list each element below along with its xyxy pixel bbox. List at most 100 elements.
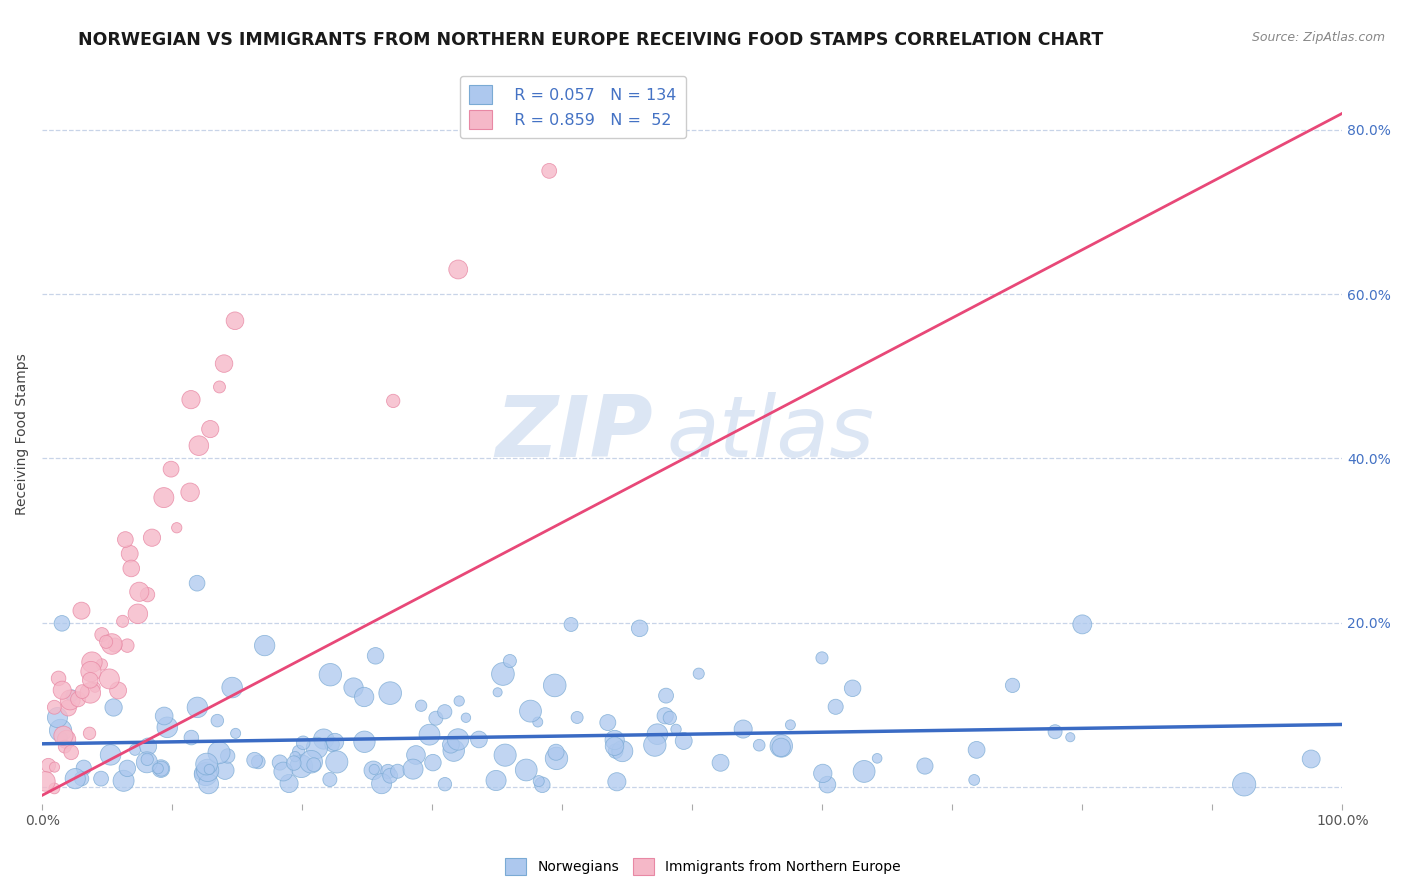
Point (770, 740, 793, 755)
Point (127, 607, 149, 621)
Point (195, 757, 218, 772)
Point (1001, 678, 1024, 692)
Point (117, 639, 139, 653)
Point (323, 735, 346, 749)
Point (51, 616, 73, 631)
Point (153, 709, 176, 723)
Point (319, 772, 342, 787)
Point (52, 729, 75, 743)
Point (278, 776, 301, 790)
Point (644, 738, 666, 752)
Point (312, 732, 335, 747)
Point (440, 738, 463, 752)
Point (271, 764, 294, 779)
Point (135, 756, 157, 770)
Point (658, 711, 681, 725)
Point (70, 604, 93, 618)
Point (353, 735, 375, 749)
Point (58, 701, 80, 715)
Point (665, 723, 688, 737)
Point (51, 683, 73, 698)
Point (628, 621, 651, 635)
Point (73, 761, 96, 775)
Point (531, 778, 554, 792)
Point (198, 763, 221, 777)
Point (447, 732, 470, 747)
Text: NORWEGIAN VS IMMIGRANTS FROM NORTHERN EUROPE RECEIVING FOOD STAMPS CORRELATION C: NORWEGIAN VS IMMIGRANTS FROM NORTHERN EU… (77, 31, 1104, 49)
Point (153, 491, 176, 505)
Point (603, 733, 626, 747)
Point (284, 749, 307, 764)
Point (79, 726, 101, 740)
Point (225, 726, 247, 740)
Point (1071, 617, 1094, 632)
Point (494, 748, 516, 763)
Point (146, 762, 169, 776)
Point (187, 439, 209, 453)
Point (402, 762, 425, 776)
Point (120, 561, 142, 575)
Point (672, 734, 695, 748)
Point (486, 685, 509, 699)
Point (515, 763, 537, 777)
Point (104, 638, 127, 652)
Point (179, 485, 201, 500)
Point (188, 766, 211, 780)
Point (111, 615, 134, 629)
Point (499, 654, 522, 668)
Point (90, 772, 112, 786)
Point (53, 739, 76, 754)
Point (70, 684, 93, 698)
Point (49, 723, 72, 738)
Point (224, 314, 246, 328)
Point (544, 745, 567, 759)
Point (156, 720, 179, 734)
Point (519, 704, 541, 718)
Point (44, 781, 66, 796)
Point (544, 678, 567, 692)
Point (425, 711, 447, 725)
Point (200, 422, 222, 436)
Point (150, 762, 173, 776)
Text: atlas: atlas (666, 392, 875, 475)
Point (34, 774, 56, 789)
Point (1059, 730, 1081, 744)
Point (560, 617, 582, 632)
Point (655, 689, 678, 703)
Point (603, 739, 626, 754)
Point (433, 705, 456, 719)
Point (546, 751, 568, 765)
Point (606, 774, 628, 789)
Point (1043, 724, 1066, 739)
Point (214, 764, 236, 778)
Point (180, 392, 202, 407)
Point (84, 680, 107, 694)
Point (299, 755, 322, 769)
Point (124, 742, 146, 756)
Point (55, 732, 77, 747)
Point (136, 739, 159, 754)
Point (364, 648, 387, 663)
Point (80, 655, 103, 669)
Point (526, 714, 548, 729)
Point (67, 692, 90, 706)
Point (98, 672, 121, 686)
Point (342, 681, 364, 695)
Point (136, 588, 159, 602)
Point (596, 715, 619, 730)
Point (44, 760, 66, 774)
Point (107, 683, 129, 698)
Point (817, 778, 839, 792)
Point (1233, 777, 1256, 791)
Point (217, 749, 239, 764)
Point (247, 755, 270, 769)
Point (100, 747, 122, 762)
Point (449, 694, 471, 708)
Point (733, 722, 755, 736)
Point (380, 686, 402, 700)
Point (565, 710, 588, 724)
Point (197, 764, 219, 778)
Point (443, 743, 465, 757)
Point (141, 531, 163, 545)
Point (647, 727, 669, 741)
